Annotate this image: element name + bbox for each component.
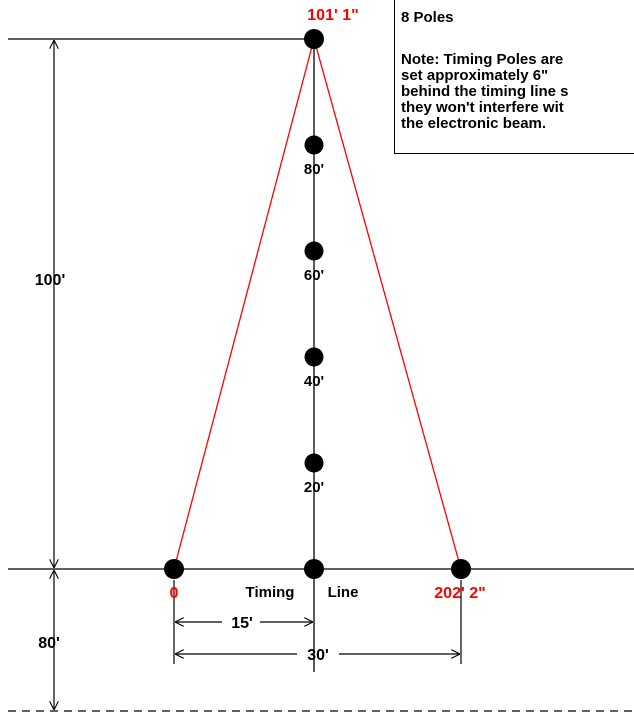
pole-left	[164, 559, 184, 579]
note-line: set approximately 6"	[401, 67, 549, 84]
height-80-label: 80'	[38, 635, 60, 652]
pole-80	[304, 135, 324, 155]
distance-label-40: 40'	[304, 373, 324, 390]
note-line: behind the timing line s	[401, 83, 569, 100]
apex-label: 101' 1"	[307, 7, 358, 24]
pole-60	[304, 241, 324, 261]
timing-word: Timing	[246, 584, 295, 601]
height-100-label: 100'	[35, 272, 66, 289]
pole-right	[451, 559, 471, 579]
distance-label-20: 20'	[304, 479, 324, 496]
width-15-label: 15'	[231, 615, 253, 632]
line-word: Line	[328, 584, 359, 601]
distance-label-80: 80'	[304, 161, 324, 178]
left-pole-label: 0	[170, 585, 179, 602]
note-title: 8 Poles	[401, 9, 454, 26]
note-line: Note: Timing Poles are	[401, 51, 564, 68]
pole-center-timing	[304, 559, 324, 579]
right-pole-label: 202' 2"	[434, 585, 485, 602]
width-30-label: 30'	[307, 647, 329, 664]
note-text: Note: Timing Poles are set approximately…	[401, 52, 569, 132]
right-sight-line	[313, 38, 462, 570]
pole-20	[304, 453, 324, 473]
note-line: they won't interfere wit	[401, 99, 564, 116]
distance-label-60: 60'	[304, 267, 324, 284]
pole-40	[304, 347, 324, 367]
left-sight-line	[173, 38, 315, 570]
pole-apex	[304, 29, 324, 49]
note-box: 8 Poles Note: Timing Poles are set appro…	[394, 0, 634, 154]
note-line: the electronic beam.	[401, 115, 547, 132]
